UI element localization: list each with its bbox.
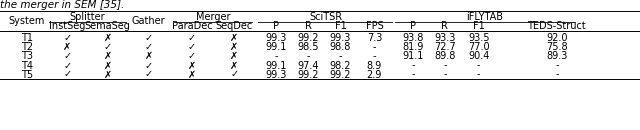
- Text: ✗: ✗: [104, 33, 111, 43]
- Text: 92.0: 92.0: [546, 33, 568, 43]
- Text: ✓: ✓: [145, 70, 152, 80]
- Text: ✓: ✓: [230, 70, 238, 80]
- Text: 98.5: 98.5: [298, 42, 319, 52]
- Text: 7.3: 7.3: [367, 33, 382, 43]
- Text: ✓: ✓: [63, 70, 71, 80]
- Text: System: System: [9, 16, 45, 26]
- Text: SeqDec: SeqDec: [216, 21, 253, 31]
- Text: ✓: ✓: [63, 51, 71, 61]
- Text: P: P: [273, 21, 280, 31]
- Text: ✗: ✗: [230, 42, 238, 52]
- Text: the merger in SEM [35].: the merger in SEM [35].: [0, 0, 124, 9]
- Text: 99.1: 99.1: [266, 60, 287, 70]
- Text: -: -: [372, 51, 376, 61]
- Text: T5: T5: [21, 70, 33, 80]
- Text: ✗: ✗: [188, 70, 196, 80]
- Text: 99.3: 99.3: [330, 33, 351, 43]
- Text: -: -: [339, 51, 342, 61]
- Text: ✓: ✓: [145, 42, 152, 52]
- Text: -: -: [555, 70, 559, 80]
- Text: ✓: ✓: [104, 42, 111, 52]
- Text: ✗: ✗: [104, 70, 111, 80]
- Text: T3: T3: [21, 51, 33, 61]
- Text: -: -: [372, 42, 376, 52]
- Text: ✓: ✓: [188, 51, 196, 61]
- Text: ✓: ✓: [145, 33, 152, 43]
- Text: 99.2: 99.2: [298, 33, 319, 43]
- Text: 2.9: 2.9: [367, 70, 382, 80]
- Text: InstSeg: InstSeg: [49, 21, 85, 31]
- Text: 72.7: 72.7: [434, 42, 456, 52]
- Text: 93.3: 93.3: [434, 33, 456, 43]
- Text: T4: T4: [21, 60, 33, 70]
- Text: iFLYTAB: iFLYTAB: [467, 11, 503, 21]
- Text: 99.3: 99.3: [266, 70, 287, 80]
- Text: T2: T2: [21, 42, 33, 52]
- Text: ✗: ✗: [230, 33, 238, 43]
- Text: 89.8: 89.8: [434, 51, 456, 61]
- Text: 89.3: 89.3: [546, 51, 568, 61]
- Text: Merger: Merger: [196, 11, 230, 21]
- Text: T1: T1: [21, 33, 33, 43]
- Text: -: -: [411, 60, 415, 70]
- Text: -: -: [275, 51, 278, 61]
- Text: -: -: [307, 51, 310, 61]
- Text: F1: F1: [473, 21, 484, 31]
- Text: 91.1: 91.1: [402, 51, 424, 61]
- Text: 99.3: 99.3: [266, 33, 287, 43]
- Text: 99.1: 99.1: [266, 42, 287, 52]
- Text: ✗: ✗: [104, 51, 111, 61]
- Text: R: R: [442, 21, 448, 31]
- Text: ✗: ✗: [230, 51, 238, 61]
- Text: F1: F1: [335, 21, 346, 31]
- Text: 93.8: 93.8: [402, 33, 424, 43]
- Text: 99.2: 99.2: [330, 70, 351, 80]
- Text: -: -: [443, 60, 447, 70]
- Text: 99.2: 99.2: [298, 70, 319, 80]
- Text: 77.0: 77.0: [468, 42, 490, 52]
- Text: 93.5: 93.5: [468, 33, 490, 43]
- Text: ✗: ✗: [230, 60, 238, 70]
- Text: ✓: ✓: [63, 33, 71, 43]
- Text: ✗: ✗: [145, 51, 152, 61]
- Text: -: -: [477, 70, 481, 80]
- Text: ✗: ✗: [63, 42, 71, 52]
- Text: ✓: ✓: [188, 42, 196, 52]
- Text: 97.4: 97.4: [298, 60, 319, 70]
- Text: 98.2: 98.2: [330, 60, 351, 70]
- Text: SciTSR: SciTSR: [309, 11, 342, 21]
- Text: ParaDec: ParaDec: [172, 21, 212, 31]
- Text: SemaSeg: SemaSeg: [84, 21, 131, 31]
- Text: R: R: [305, 21, 312, 31]
- Text: 75.8: 75.8: [546, 42, 568, 52]
- Text: ✓: ✓: [63, 60, 71, 70]
- Text: Gather: Gather: [132, 16, 165, 26]
- Text: -: -: [555, 60, 559, 70]
- Text: TEDS-Struct: TEDS-Struct: [527, 21, 586, 31]
- Text: ✗: ✗: [104, 60, 111, 70]
- Text: ✓: ✓: [188, 33, 196, 43]
- Text: 90.4: 90.4: [468, 51, 490, 61]
- Text: FPS: FPS: [365, 21, 383, 31]
- Text: P: P: [410, 21, 416, 31]
- Text: ✗: ✗: [188, 60, 196, 70]
- Text: ✓: ✓: [145, 60, 152, 70]
- Text: 81.9: 81.9: [402, 42, 424, 52]
- Text: -: -: [443, 70, 447, 80]
- Text: 8.9: 8.9: [367, 60, 382, 70]
- Text: 98.8: 98.8: [330, 42, 351, 52]
- Text: Splitter: Splitter: [70, 11, 105, 21]
- Text: -: -: [411, 70, 415, 80]
- Text: -: -: [477, 60, 481, 70]
